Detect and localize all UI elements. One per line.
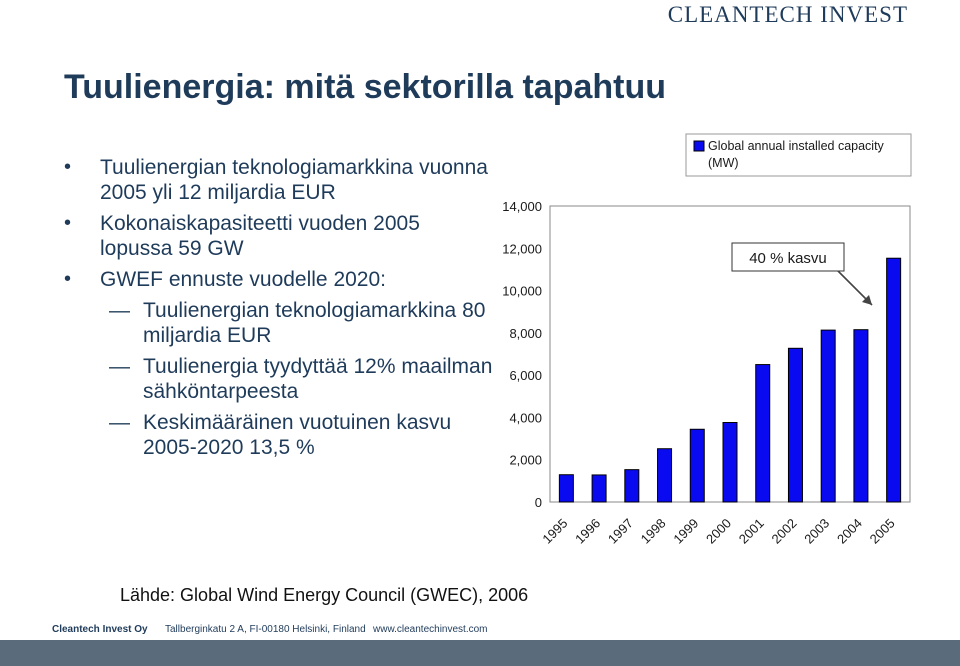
bullet-dot-icon: • bbox=[64, 156, 72, 178]
x-tick-label: 1996 bbox=[572, 516, 603, 547]
y-tick-label: 0 bbox=[535, 495, 542, 510]
bar bbox=[722, 422, 738, 503]
x-tick-label: 2000 bbox=[703, 516, 734, 547]
y-tick-label: 14,000 bbox=[502, 199, 542, 214]
dash-icon: — bbox=[109, 355, 130, 378]
y-tick-label: 10,000 bbox=[502, 284, 542, 299]
capacity-chart-svg: 0 2,000 4,000 6,000 8,000 10,000 12,000 14,000 1… bbox=[502, 133, 912, 547]
bar bbox=[886, 257, 902, 503]
bullet-list: • Tuulienergian teknologiamarkkina vuonn… bbox=[64, 155, 494, 466]
bar bbox=[755, 364, 771, 503]
bottom-band bbox=[0, 640, 960, 666]
annotation-text: 40 % kasvu bbox=[749, 250, 827, 267]
y-tick-label: 2,000 bbox=[509, 453, 542, 468]
legend-swatch bbox=[693, 140, 705, 152]
x-tick-label: 1997 bbox=[605, 516, 636, 547]
sub-bullet-text: Tuulienergia tyydyttää 12% maailman sähk… bbox=[143, 355, 493, 403]
x-tick-label: 2002 bbox=[769, 516, 800, 547]
sub-bullet-text: Tuulienergian teknologiamarkkina 80 milj… bbox=[143, 299, 486, 347]
sub-bullet-item: — Keskimääräinen vuotuinen kasvu 2005-20… bbox=[64, 410, 494, 460]
x-tick-label: 1998 bbox=[638, 516, 669, 547]
annotation-box bbox=[731, 242, 845, 272]
dash-icon: — bbox=[109, 411, 130, 434]
x-tick-label: 2001 bbox=[736, 516, 767, 547]
x-tick-label: 2005 bbox=[867, 516, 898, 547]
bar bbox=[624, 469, 640, 503]
y-tick-label: 4,000 bbox=[509, 410, 542, 425]
company-logo: CLEANTECH INVEST bbox=[667, 2, 908, 27]
bar bbox=[591, 474, 607, 503]
x-tick-label: 2004 bbox=[834, 516, 865, 547]
bar bbox=[558, 474, 574, 503]
bullet-item: • GWEF ennuste vuodelle 2020: bbox=[64, 267, 494, 292]
bullet-text: Tuulienergian teknologiamarkkina vuonna … bbox=[100, 156, 488, 204]
bullet-dot-icon: • bbox=[64, 212, 72, 234]
legend-box bbox=[685, 133, 912, 177]
source-text: Lähde: Global Wind Energy Council (GWEC)… bbox=[120, 585, 529, 605]
bar bbox=[853, 329, 869, 503]
page-title: Tuulienergia: mitä sektorilla tapahtuu bbox=[64, 68, 667, 106]
bullet-item: • Tuulienergian teknologiamarkkina vuonn… bbox=[64, 155, 494, 205]
x-tick-label: 2003 bbox=[801, 516, 832, 547]
bar bbox=[787, 347, 803, 503]
sub-bullet-item: — Tuulienergian teknologiamarkkina 80 mi… bbox=[64, 298, 494, 348]
legend-label: Global annual installed capacity bbox=[708, 139, 885, 153]
sub-bullet-item: — Tuulienergia tyydyttää 12% maailman sä… bbox=[64, 354, 494, 404]
legend-label-continued: (MW) bbox=[708, 156, 739, 170]
bullet-text: Kokonaiskapasiteetti vuoden 2005 lopussa… bbox=[100, 212, 420, 260]
x-tick-label: 1999 bbox=[670, 516, 701, 547]
y-tick-label: 8,000 bbox=[509, 326, 542, 341]
bar bbox=[689, 428, 705, 503]
footer: Cleantech Invest Oy Tallberginkatu 2 A, … bbox=[0, 620, 960, 642]
x-tick-label: 1995 bbox=[539, 516, 570, 547]
bar bbox=[657, 448, 673, 503]
y-tick-label: 12,000 bbox=[502, 241, 542, 256]
y-tick-label: 6,000 bbox=[509, 368, 542, 383]
footer-website-link[interactable]: www.cleantechinvest.com bbox=[373, 624, 488, 635]
annotation-arrowhead-icon bbox=[862, 295, 872, 305]
footer-company: Cleantech Invest Oy bbox=[52, 624, 148, 635]
dash-icon: — bbox=[109, 299, 130, 322]
bullet-item: • Kokonaiskapasiteetti vuoden 2005 lopus… bbox=[64, 211, 494, 261]
footer-address: Tallberginkatu 2 A, FI-00180 Helsinki, F… bbox=[165, 624, 366, 635]
bullet-dot-icon: • bbox=[64, 268, 72, 290]
bullet-text: GWEF ennuste vuodelle 2020: bbox=[100, 268, 387, 291]
sub-bullet-text: Keskimääräinen vuotuinen kasvu 2005-2020… bbox=[143, 411, 452, 459]
capacity-chart: 0 2,000 4,000 6,000 8,000 10,000 12,000 14,000 1… bbox=[496, 132, 926, 562]
bar bbox=[820, 329, 836, 503]
